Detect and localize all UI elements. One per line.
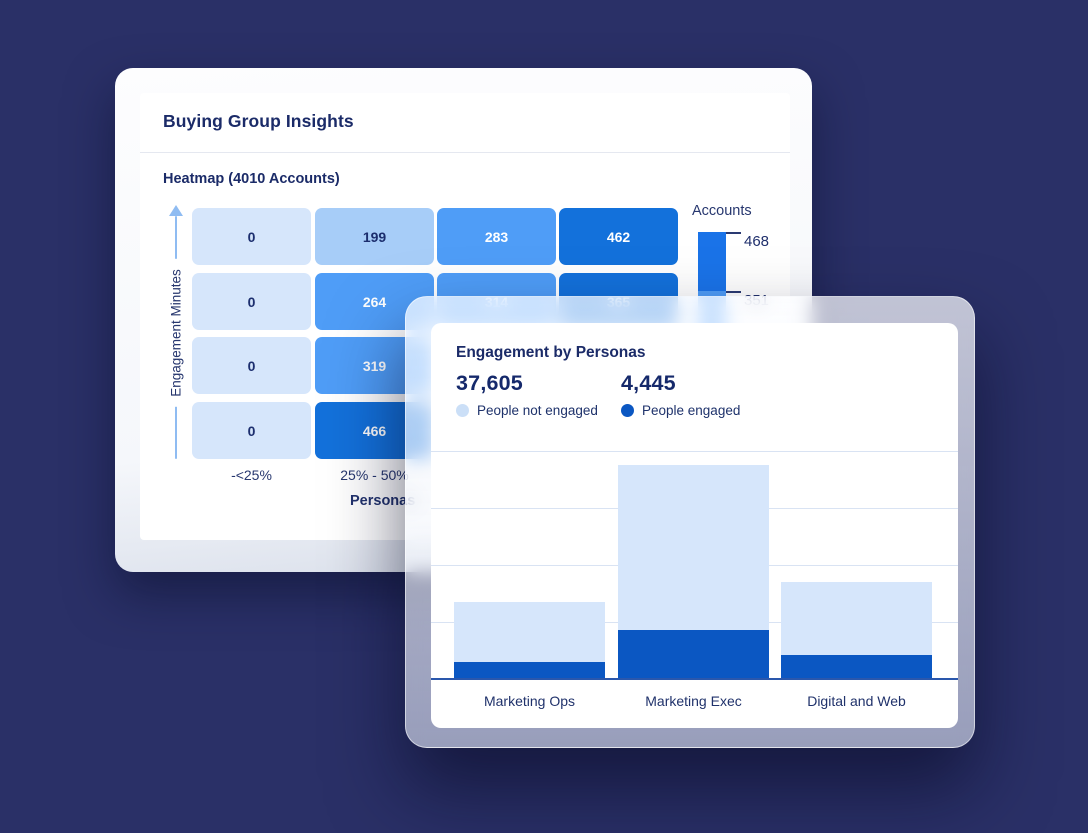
x-tick-label: 25% - 50% <box>340 467 409 483</box>
stat-engaged: 4,445 People engaged <box>621 371 740 418</box>
bar-chart-categories: Marketing Ops Marketing Exec Digital and W… <box>431 693 958 715</box>
bar-segment-not-engaged[interactable] <box>781 582 932 655</box>
bar-segment-engaged[interactable] <box>454 662 605 678</box>
heatmap-cell[interactable]: 283 <box>437 208 556 265</box>
engagement-panel: Engagement by Personas 37,605 People not… <box>431 323 958 728</box>
heatmap-cell[interactable]: 0 <box>192 337 311 394</box>
legend-dot-engaged-icon <box>621 404 634 417</box>
colorbar-tick-line <box>726 232 741 234</box>
heatmap-cell[interactable]: 0 <box>192 208 311 265</box>
legend-item-not-engaged: People not engaged <box>456 403 598 418</box>
chart-title: Engagement by Personas <box>456 344 646 361</box>
heatmap-title: Heatmap (4010 Accounts) <box>163 171 340 187</box>
heatmap-cell[interactable]: 0 <box>192 273 311 330</box>
card-title: Buying Group Insights <box>163 111 354 131</box>
colorbar-tick-label: 468 <box>744 233 770 250</box>
stat-value-engaged: 4,445 <box>621 371 676 395</box>
stat-not-engaged: 37,605 People not engaged <box>456 371 598 418</box>
heatmap-cell[interactable]: 0 <box>192 402 311 459</box>
category-label: Marketing Exec <box>645 693 742 709</box>
colorbar-tick-line <box>726 291 741 293</box>
category-label: Digital and Web <box>807 693 906 709</box>
x-axis-line <box>431 678 958 680</box>
stat-value-not-engaged: 37,605 <box>456 371 523 395</box>
title-divider <box>140 152 790 153</box>
y-axis-arrow-icon <box>169 205 183 216</box>
colorbar-title: Accounts <box>692 203 752 219</box>
bar-segment-engaged[interactable] <box>781 655 932 678</box>
bar-segment-engaged[interactable] <box>618 630 769 678</box>
bar-segment-not-engaged[interactable] <box>618 465 769 630</box>
x-axis-label: Personas <box>350 493 416 509</box>
bar-chart-plot <box>431 451 958 680</box>
legend-dot-not-engaged-icon <box>456 404 469 417</box>
legend-label-engaged: People engaged <box>642 403 741 418</box>
heatmap-cell[interactable]: 462 <box>559 208 678 265</box>
x-tick-label: -<25% <box>231 467 272 483</box>
category-label: Marketing Ops <box>483 693 576 709</box>
heatmap-cell[interactable]: 199 <box>315 208 434 265</box>
legend-label-not-engaged: People not engaged <box>477 403 598 418</box>
colorbar-segment <box>698 232 726 291</box>
bar-segment-not-engaged[interactable] <box>454 602 605 662</box>
engagement-by-personas-card: Engagement by Personas 37,605 People not… <box>405 296 975 748</box>
gridline <box>431 451 958 452</box>
legend-item-engaged: People engaged <box>621 403 740 418</box>
